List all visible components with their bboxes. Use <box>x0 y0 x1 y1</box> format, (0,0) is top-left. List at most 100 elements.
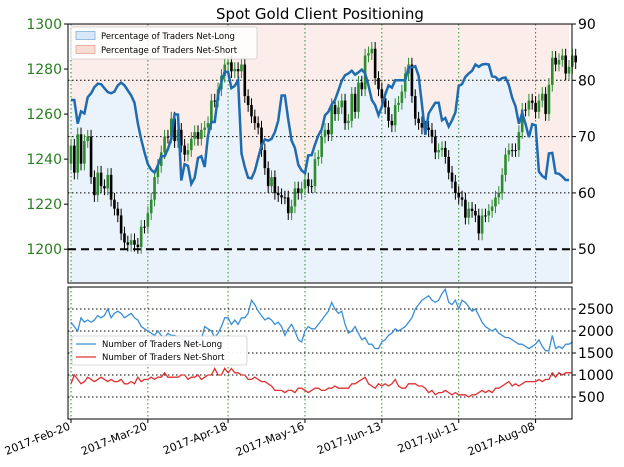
lower-right-tick-label-1000: 1000 <box>578 368 614 384</box>
right-tick-label-60: 60 <box>578 186 596 202</box>
lower-horizontal-gridlines <box>68 308 572 398</box>
candle-body-149 <box>567 66 571 74</box>
lower-panel: 500 1000 1500 2000 2500 Number of Traders Ne… <box>67 286 614 420</box>
legend-label-count-net-short: Number of Traders Net-Short <box>102 353 225 363</box>
candle-body-35 <box>186 150 190 155</box>
candle-body-97 <box>393 105 397 126</box>
candle-body-84 <box>350 93 354 121</box>
candle-body-36 <box>190 138 193 151</box>
candle-body-144 <box>550 57 554 85</box>
lower-right-tick-label-1500: 1500 <box>578 346 614 362</box>
candle-body-151 <box>574 55 577 63</box>
candle-body-57 <box>260 127 263 151</box>
candle-body-60 <box>270 177 273 187</box>
candle-body-89 <box>367 53 370 56</box>
candle-body-77 <box>327 129 330 135</box>
candle-body-28 <box>163 136 166 153</box>
legend-label-net-short: Percentage of Traders Net-Short <box>101 46 238 56</box>
candle-body-148 <box>564 55 567 74</box>
candle-body-113 <box>447 156 450 173</box>
right-tick-label-70: 70 <box>578 130 596 146</box>
legend-swatch-net-long <box>75 31 96 40</box>
candle-body-55 <box>253 116 257 124</box>
candle-body-38 <box>196 132 200 139</box>
candle-body-146 <box>557 60 561 65</box>
candle-body-133 <box>514 150 517 152</box>
candle-body-24 <box>149 199 153 214</box>
candle-body-0 <box>69 145 73 164</box>
legend-label-count-net-long: Number of Traders Net-Long <box>102 340 222 350</box>
candle-body-79 <box>333 105 337 115</box>
candle-body-127 <box>494 197 497 207</box>
candle-body-51 <box>240 64 243 72</box>
left-tick-label-1240: 1240 <box>26 152 62 168</box>
candle-body-135 <box>520 109 524 133</box>
left-tick-label-1260: 1260 <box>26 107 62 123</box>
legend-label-net-long: Percentage of Traders Net-Long <box>101 32 235 42</box>
candle-body-107 <box>427 127 430 130</box>
count-net-long-line <box>70 287 573 352</box>
x-tick-label-3: 2017-May-16 <box>234 420 306 459</box>
candle-body-73 <box>313 159 317 187</box>
candle-body-104 <box>417 118 420 124</box>
right-axis-ticks: 50 60 70 80 90 <box>572 17 596 258</box>
left-tick-label-1280: 1280 <box>26 62 62 78</box>
candle-body-96 <box>390 120 394 126</box>
candle-body-116 <box>457 192 461 198</box>
candle-body-34 <box>183 145 186 155</box>
candle-body-40 <box>203 127 206 130</box>
candle-body-99 <box>400 91 404 103</box>
candle-body-124 <box>484 215 487 217</box>
candle-body-128 <box>497 192 501 198</box>
candle-body-75 <box>320 136 323 157</box>
x-tick-label-6: 2017-Aug-08 <box>466 420 537 459</box>
candle-body-120 <box>470 208 474 211</box>
candle-body-63 <box>280 195 283 198</box>
candle-body-86 <box>357 82 360 112</box>
candle-body-130 <box>504 154 507 175</box>
left-tick-label-1200: 1200 <box>26 242 62 258</box>
candle-body-142 <box>544 93 547 115</box>
candle-body-123 <box>480 215 484 234</box>
left-tick-label-1220: 1220 <box>26 197 62 213</box>
candle-body-2 <box>76 134 79 173</box>
candle-body-6 <box>89 136 93 178</box>
candle-body-129 <box>500 174 504 193</box>
candle-body-87 <box>360 82 364 90</box>
candle-body-118 <box>464 199 467 218</box>
candle-body-5 <box>86 136 90 142</box>
x-tick-label-2: 2017-Apr-18 <box>161 420 229 458</box>
candle-body-119 <box>467 208 471 218</box>
candle-body-90 <box>370 48 374 54</box>
candle-body-41 <box>206 123 210 128</box>
candle-body-64 <box>283 197 287 199</box>
candle-body-95 <box>387 107 390 121</box>
candle-body-98 <box>397 102 400 106</box>
candle-body-21 <box>139 226 143 247</box>
candle-body-112 <box>444 147 447 157</box>
candle-body-125 <box>487 210 491 216</box>
upper-legend: Percentage of Traders Net-Long Percentag… <box>70 26 258 60</box>
candle-body-18 <box>129 240 133 245</box>
candle-body-65 <box>286 197 290 214</box>
candle-body-14 <box>116 208 120 216</box>
candle-body-115 <box>454 181 457 193</box>
candle-body-25 <box>153 177 156 200</box>
lower-right-tick-label-500: 500 <box>578 390 605 406</box>
count-net-short-line <box>70 366 573 398</box>
candle-body-110 <box>437 150 440 153</box>
candle-body-15 <box>119 215 123 234</box>
candle-body-26 <box>156 165 160 178</box>
candle-body-48 <box>230 62 233 72</box>
candle-body-111 <box>440 147 444 151</box>
lower-right-axis-ticks: 500 1000 1500 2000 2500 <box>572 302 614 406</box>
candle-body-50 <box>236 69 240 72</box>
candle-body-70 <box>303 179 307 189</box>
candle-body-1 <box>73 145 76 173</box>
candle-body-7 <box>93 177 96 196</box>
candle-body-114 <box>450 172 454 182</box>
lower-right-tick-label-2500: 2500 <box>578 302 614 318</box>
right-tick-label-50: 50 <box>578 242 596 258</box>
candle-body-92 <box>377 78 380 90</box>
